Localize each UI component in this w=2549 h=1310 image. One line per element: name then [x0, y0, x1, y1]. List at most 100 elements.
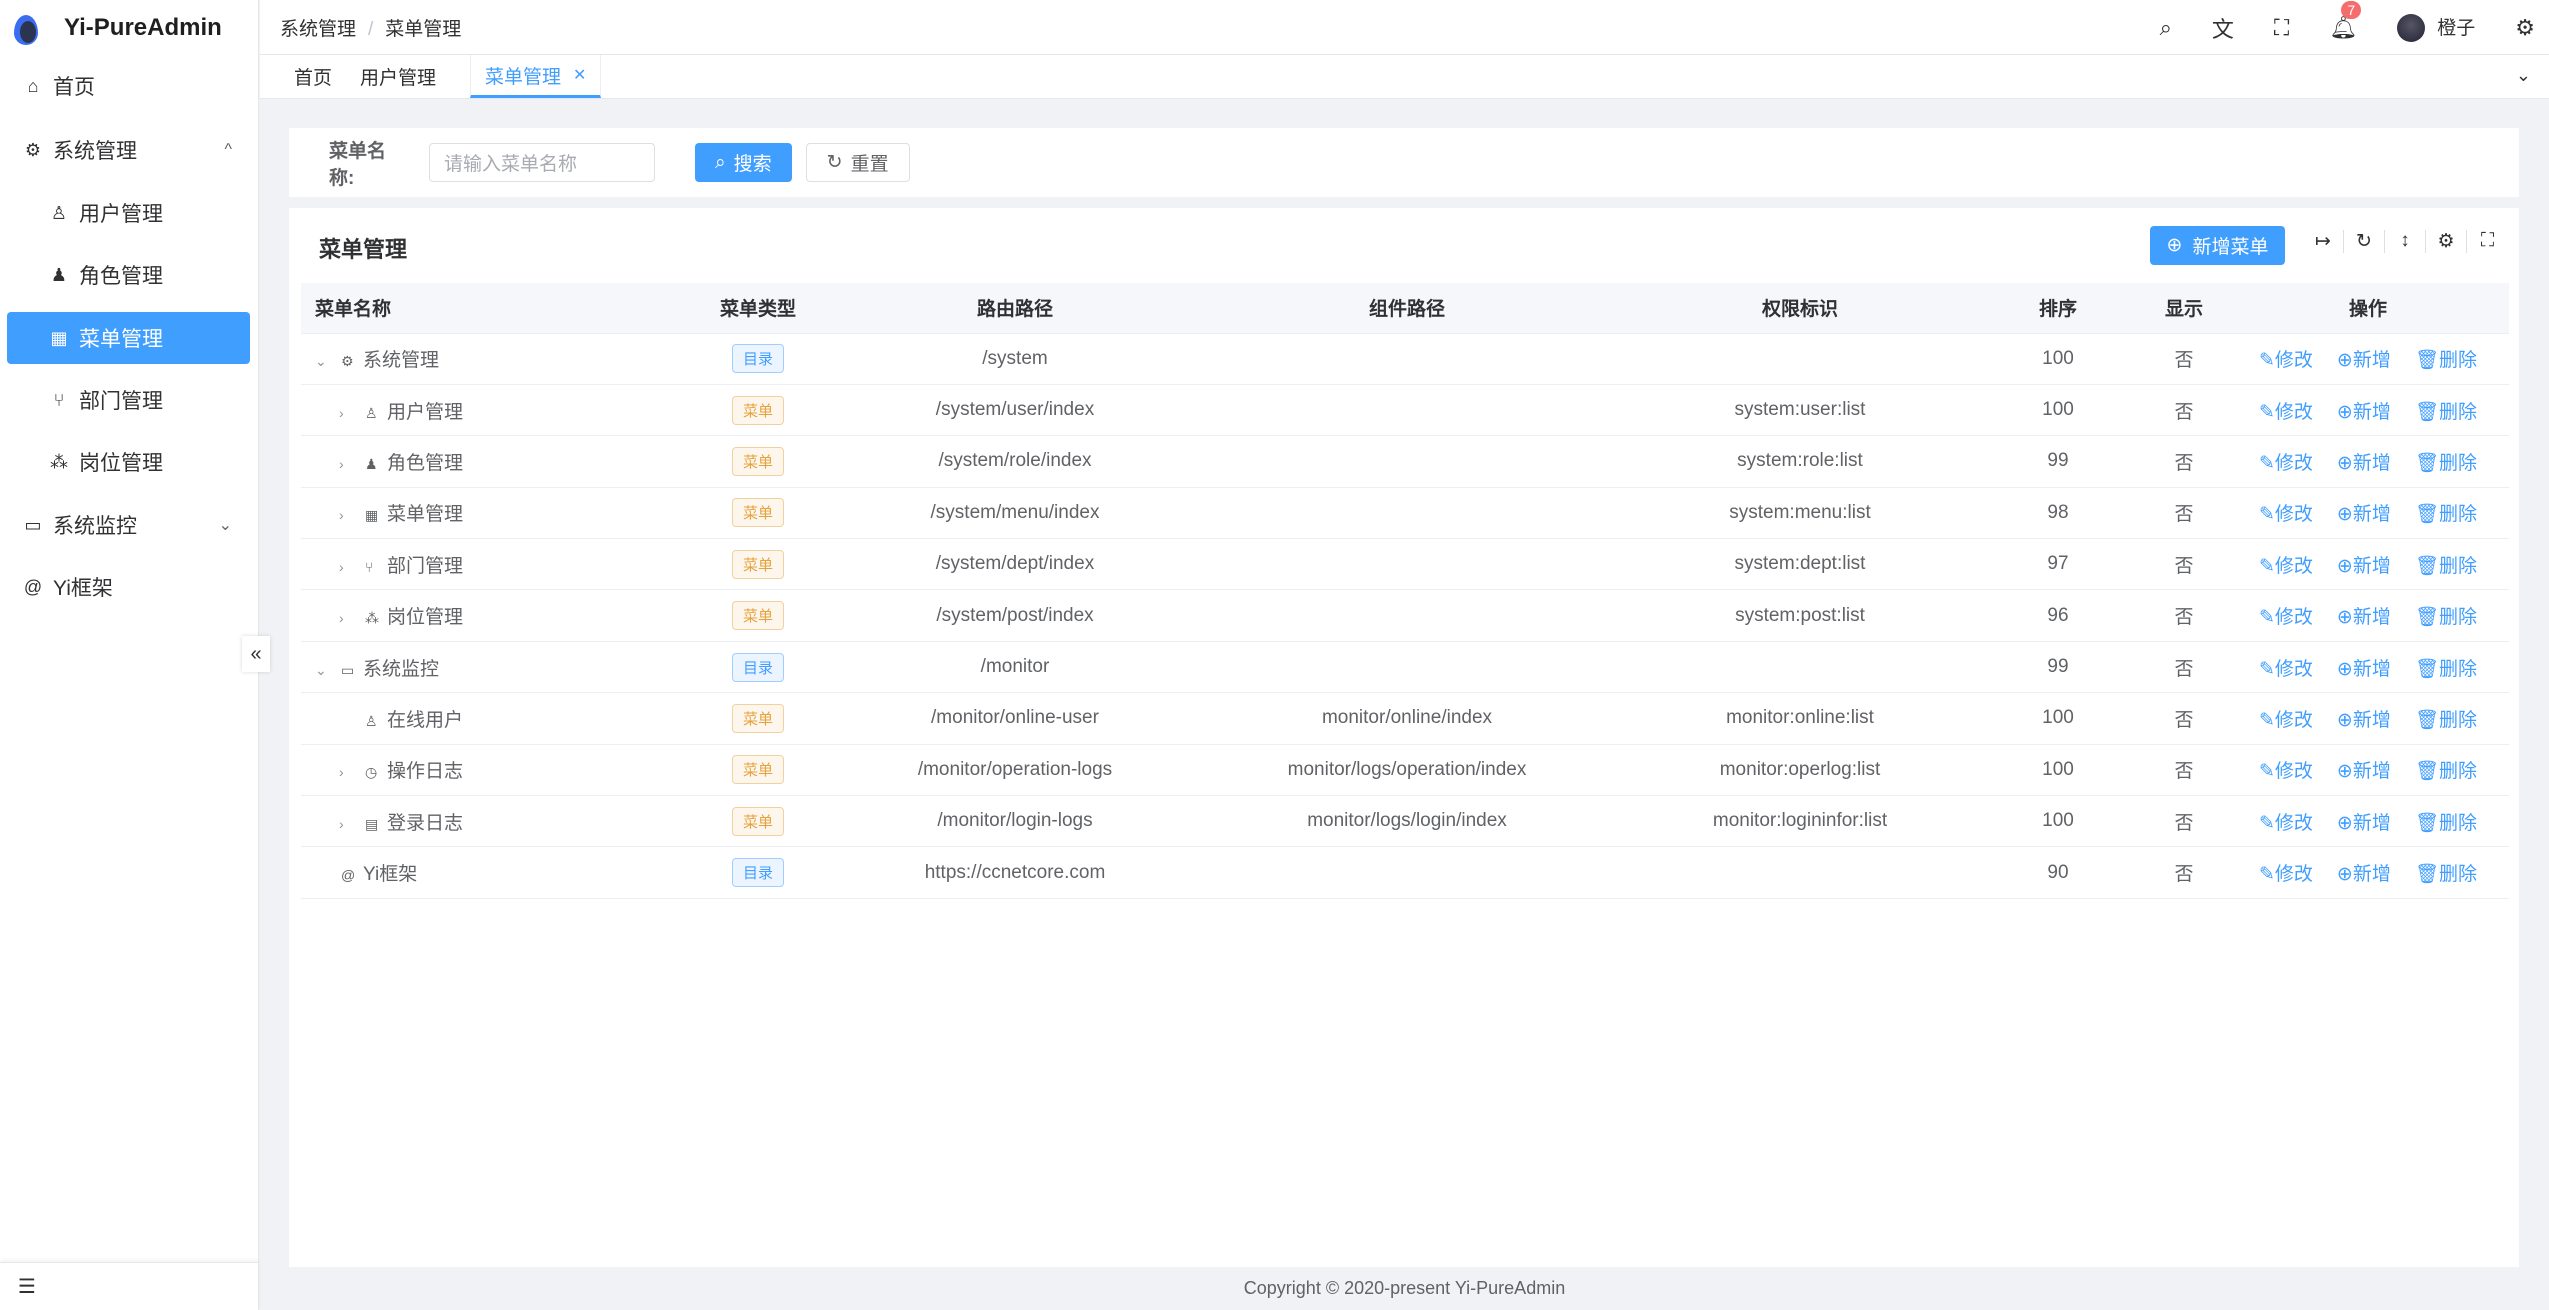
edit-button[interactable]: ✎修改	[2259, 504, 2313, 525]
sidebar-item[interactable]: ⁂ 岗位管理	[7, 436, 250, 488]
expand-toggle-icon[interactable]: ⌄	[315, 353, 327, 370]
delete-button[interactable]: 🗑︎删除	[2415, 813, 2477, 834]
sidebar-item[interactable]: ⌂ 首页	[7, 60, 250, 112]
edit-button[interactable]: ✎修改	[2259, 659, 2313, 680]
expand-toggle-icon[interactable]: ›	[339, 764, 344, 781]
trash-icon: 🗑︎	[2414, 401, 2439, 423]
permission: system:dept:list	[1625, 538, 1975, 591]
chevron-down-icon[interactable]: ⌄	[2515, 65, 2531, 85]
sidebar-item[interactable]: ⚙ 系统管理 ^	[7, 124, 250, 176]
search-button[interactable]: ⌕ 搜索	[695, 143, 792, 182]
expand-toggle-icon[interactable]: ›	[339, 815, 344, 832]
expand-toggle-icon[interactable]: ›	[339, 507, 344, 524]
trash-icon: 🗑︎	[2414, 812, 2439, 834]
add-button[interactable]: ⊕新增	[2337, 710, 2391, 731]
column-settings-icon[interactable]: ⚙	[2426, 230, 2467, 253]
edit-button[interactable]: ✎修改	[2259, 607, 2313, 628]
expand-toggle-icon[interactable]: ›	[339, 404, 344, 421]
sidebar-item[interactable]: ♟ 角色管理	[7, 249, 250, 301]
plus-circle-icon: ⊕	[2336, 709, 2353, 731]
breadcrumb-item[interactable]: 系统管理	[280, 18, 357, 40]
refresh-icon[interactable]: ↻	[2344, 230, 2385, 253]
add-button[interactable]: ⊕新增	[2337, 864, 2391, 885]
edit-button[interactable]: ✎修改	[2259, 864, 2313, 885]
plus-circle-icon: ⊕	[2166, 235, 2183, 256]
delete-label: 删除	[2438, 658, 2477, 680]
app-title: Yi-PureAdmin	[64, 13, 222, 41]
edit-button[interactable]: ✎修改	[2259, 761, 2313, 782]
plus-circle-icon: ⊕	[2336, 504, 2353, 526]
edit-button[interactable]: ✎修改	[2259, 710, 2313, 731]
search-icon[interactable]: ⌕	[2159, 14, 2172, 40]
edit-label: 修改	[2274, 709, 2313, 731]
add-button[interactable]: ⊕新增	[2337, 556, 2391, 577]
tab-user-management[interactable]: 用户管理	[346, 55, 450, 98]
expand-toggle-icon[interactable]: ›	[339, 455, 344, 472]
add-button[interactable]: ⊕新增	[2337, 402, 2391, 423]
expand-toggle-icon[interactable]: ⌄	[315, 661, 327, 678]
expand-toggle-icon[interactable]: ›	[339, 558, 344, 575]
delete-button[interactable]: 🗑︎删除	[2415, 453, 2477, 474]
delete-button[interactable]: 🗑︎删除	[2415, 710, 2477, 731]
sidebar-item[interactable]: ♙ 用户管理	[7, 187, 250, 239]
header: 系统管理 / 菜单管理 ⌕ 文 ⛶ 🔔︎ 7 橙子 ⚙	[260, 0, 2549, 55]
add-label: 新增	[2352, 607, 2391, 629]
menu-type-tag: 目录	[731, 858, 784, 888]
fullscreen-icon[interactable]: ⛶	[2273, 14, 2290, 40]
edit-button[interactable]: ✎修改	[2259, 556, 2313, 577]
edit-button[interactable]: ✎修改	[2259, 402, 2313, 423]
delete-label: 删除	[2438, 401, 2477, 423]
menu-item-icon: ⚙	[341, 353, 354, 370]
trash-icon: 🗑︎	[2414, 607, 2439, 629]
edit-button[interactable]: ✎修改	[2259, 453, 2313, 474]
add-button[interactable]: ⊕新增	[2337, 607, 2391, 628]
settings-icon[interactable]: ⚙	[2515, 14, 2535, 40]
translate-icon[interactable]: 文	[2211, 16, 2234, 42]
menu-table: 菜单名称 菜单类型 路由路径 组件路径 权限标识 排序 显示 操作 ⌄ ⚙ 系统管理 目录 /sy…	[301, 283, 2509, 899]
add-button[interactable]: ⊕新增	[2337, 504, 2391, 525]
column-header: 菜单名称	[301, 283, 675, 334]
column-header: 组件路径	[1189, 283, 1625, 334]
route-path: /monitor/online-user	[841, 692, 1189, 745]
sort-order: 99	[1975, 435, 2141, 488]
edit-button[interactable]: ✎修改	[2259, 350, 2313, 371]
add-menu-button[interactable]: ⊕ 新增菜单	[2150, 226, 2285, 265]
sidebar-item[interactable]: @ Yi框架	[7, 561, 250, 613]
delete-button[interactable]: 🗑︎删除	[2415, 556, 2477, 577]
delete-button[interactable]: 🗑︎删除	[2415, 607, 2477, 628]
fullscreen-icon[interactable]: ⛶	[2480, 230, 2495, 251]
chevron-icon: ⌄	[218, 517, 232, 534]
delete-button[interactable]: 🗑︎删除	[2415, 659, 2477, 680]
sidebar-toggle-button[interactable]: ☰	[0, 1262, 259, 1310]
add-button[interactable]: ⊕新增	[2337, 453, 2391, 474]
branch-icon: ⑂	[53, 389, 65, 410]
delete-button[interactable]: 🗑︎删除	[2415, 504, 2477, 525]
bell-icon[interactable]: 🔔︎ 7	[2329, 0, 2362, 41]
delete-button[interactable]: 🗑︎删除	[2415, 864, 2477, 885]
expand-toggle-icon[interactable]: ›	[339, 610, 344, 627]
delete-button[interactable]: 🗑︎删除	[2415, 350, 2477, 371]
density-icon[interactable]: ↕	[2385, 230, 2426, 253]
sidebar-item[interactable]: ▭ 系统监控 ⌄	[7, 499, 250, 551]
reset-button[interactable]: ↻ 重置	[805, 143, 910, 182]
logo[interactable]: Yi-PureAdmin	[0, 0, 258, 55]
delete-button[interactable]: 🗑︎删除	[2415, 402, 2477, 423]
expand-all-icon[interactable]: ↦	[2303, 230, 2344, 253]
close-icon[interactable]: ✕	[573, 67, 587, 84]
sidebar-item[interactable]: ⑂ 部门管理	[7, 374, 250, 426]
edit-label: 修改	[2274, 864, 2313, 886]
add-button[interactable]: ⊕新增	[2337, 761, 2391, 782]
user-menu[interactable]: 橙子	[2397, 13, 2475, 43]
add-button[interactable]: ⊕新增	[2337, 659, 2391, 680]
collapse-sidebar-button[interactable]: «	[242, 636, 270, 672]
tab-menu-management[interactable]: 菜单管理 ✕	[470, 55, 602, 98]
delete-button[interactable]: 🗑︎删除	[2415, 761, 2477, 782]
tab-home[interactable]: 首页	[280, 55, 346, 98]
edit-button[interactable]: ✎修改	[2259, 813, 2313, 834]
menu-name-input[interactable]: 请输入菜单名称	[429, 143, 655, 182]
sidebar-item[interactable]: ▦ 菜单管理	[7, 312, 250, 364]
avatar	[2397, 14, 2426, 43]
add-button[interactable]: ⊕新增	[2337, 813, 2391, 834]
add-button[interactable]: ⊕新增	[2337, 350, 2391, 371]
route-path: /monitor	[841, 641, 1189, 694]
